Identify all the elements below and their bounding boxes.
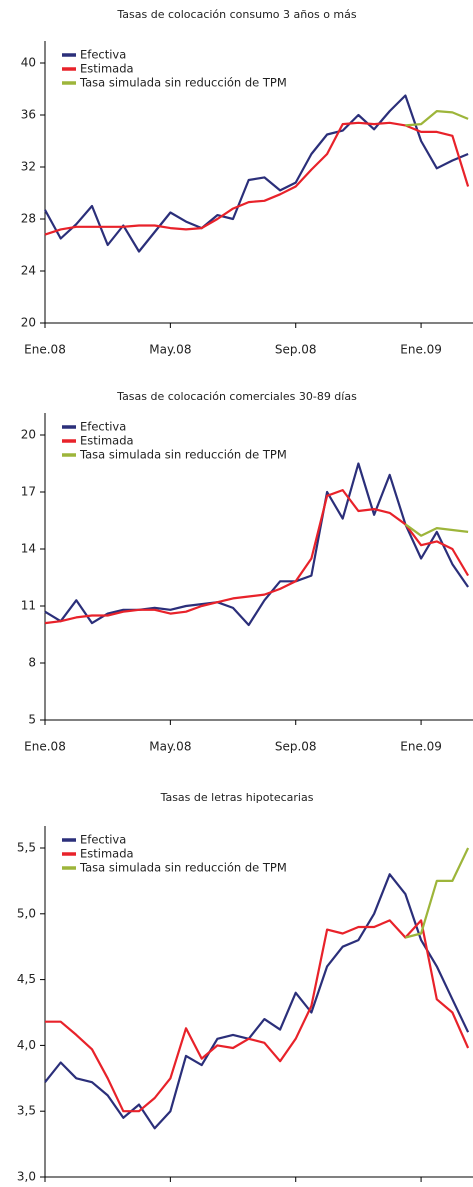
- y-tick-label: 20: [21, 316, 36, 330]
- legend-label: Efectiva: [80, 48, 126, 62]
- y-tick-label: 3,0: [17, 1170, 36, 1184]
- legend-label: Efectiva: [80, 420, 126, 434]
- y-tick-label: 4,5: [17, 972, 36, 986]
- legend-label: Tasa simulada sin reducción de TPM: [79, 448, 287, 462]
- y-tick-label: 5,5: [17, 841, 36, 855]
- chart-title: Tasas de colocación consumo 3 años o más: [116, 8, 356, 21]
- x-tick-label: May.08: [149, 740, 191, 754]
- y-tick-label: 14: [21, 542, 36, 556]
- y-tick-label: 32: [21, 160, 36, 174]
- y-tick-label: 11: [21, 599, 36, 613]
- legend-label: Estimada: [80, 847, 134, 861]
- series-line: [45, 919, 470, 1113]
- legend-label: Estimada: [80, 434, 134, 448]
- legend-label: Efectiva: [80, 833, 126, 847]
- series-line: [44, 462, 470, 627]
- series-line: [405, 110, 469, 127]
- y-tick-label: 17: [21, 485, 36, 499]
- series-line: [44, 94, 469, 253]
- legend-label: Tasa simulada sin reducción de TPM: [79, 861, 287, 875]
- x-tick-label: Sep.08: [275, 740, 317, 754]
- y-tick-label: 5,0: [17, 906, 36, 920]
- chart-title: Tasas de colocación comerciales 30-89 dí…: [116, 390, 357, 403]
- y-tick-label: 20: [21, 428, 36, 442]
- series-line: [44, 873, 470, 1130]
- series-line: [404, 523, 469, 537]
- x-tick-label: Ene.08: [24, 343, 66, 357]
- y-tick-label: 3,5: [17, 1104, 36, 1118]
- chart-title: Tasas de letras hipotecarias: [160, 791, 314, 804]
- x-tick-label: Ene.09: [400, 343, 442, 357]
- series-line: [405, 847, 470, 939]
- y-tick-label: 24: [21, 264, 36, 278]
- series-line: [44, 121, 470, 236]
- y-tick-label: 40: [21, 56, 36, 70]
- x-tick-label: May.08: [149, 343, 191, 357]
- y-tick-label: 36: [21, 108, 36, 122]
- y-tick-label: 5: [28, 713, 36, 727]
- y-tick-label: 4,0: [17, 1038, 36, 1052]
- series-line: [44, 489, 470, 625]
- legend-label: Tasa simulada sin reducción de TPM: [79, 76, 287, 90]
- x-tick-label: Ene.09: [400, 740, 442, 754]
- x-tick-label: Ene.08: [24, 740, 66, 754]
- legend-label: Estimada: [80, 62, 134, 76]
- x-tick-label: Sep.08: [275, 343, 317, 357]
- y-tick-label: 28: [21, 212, 36, 226]
- y-tick-label: 8: [28, 656, 36, 670]
